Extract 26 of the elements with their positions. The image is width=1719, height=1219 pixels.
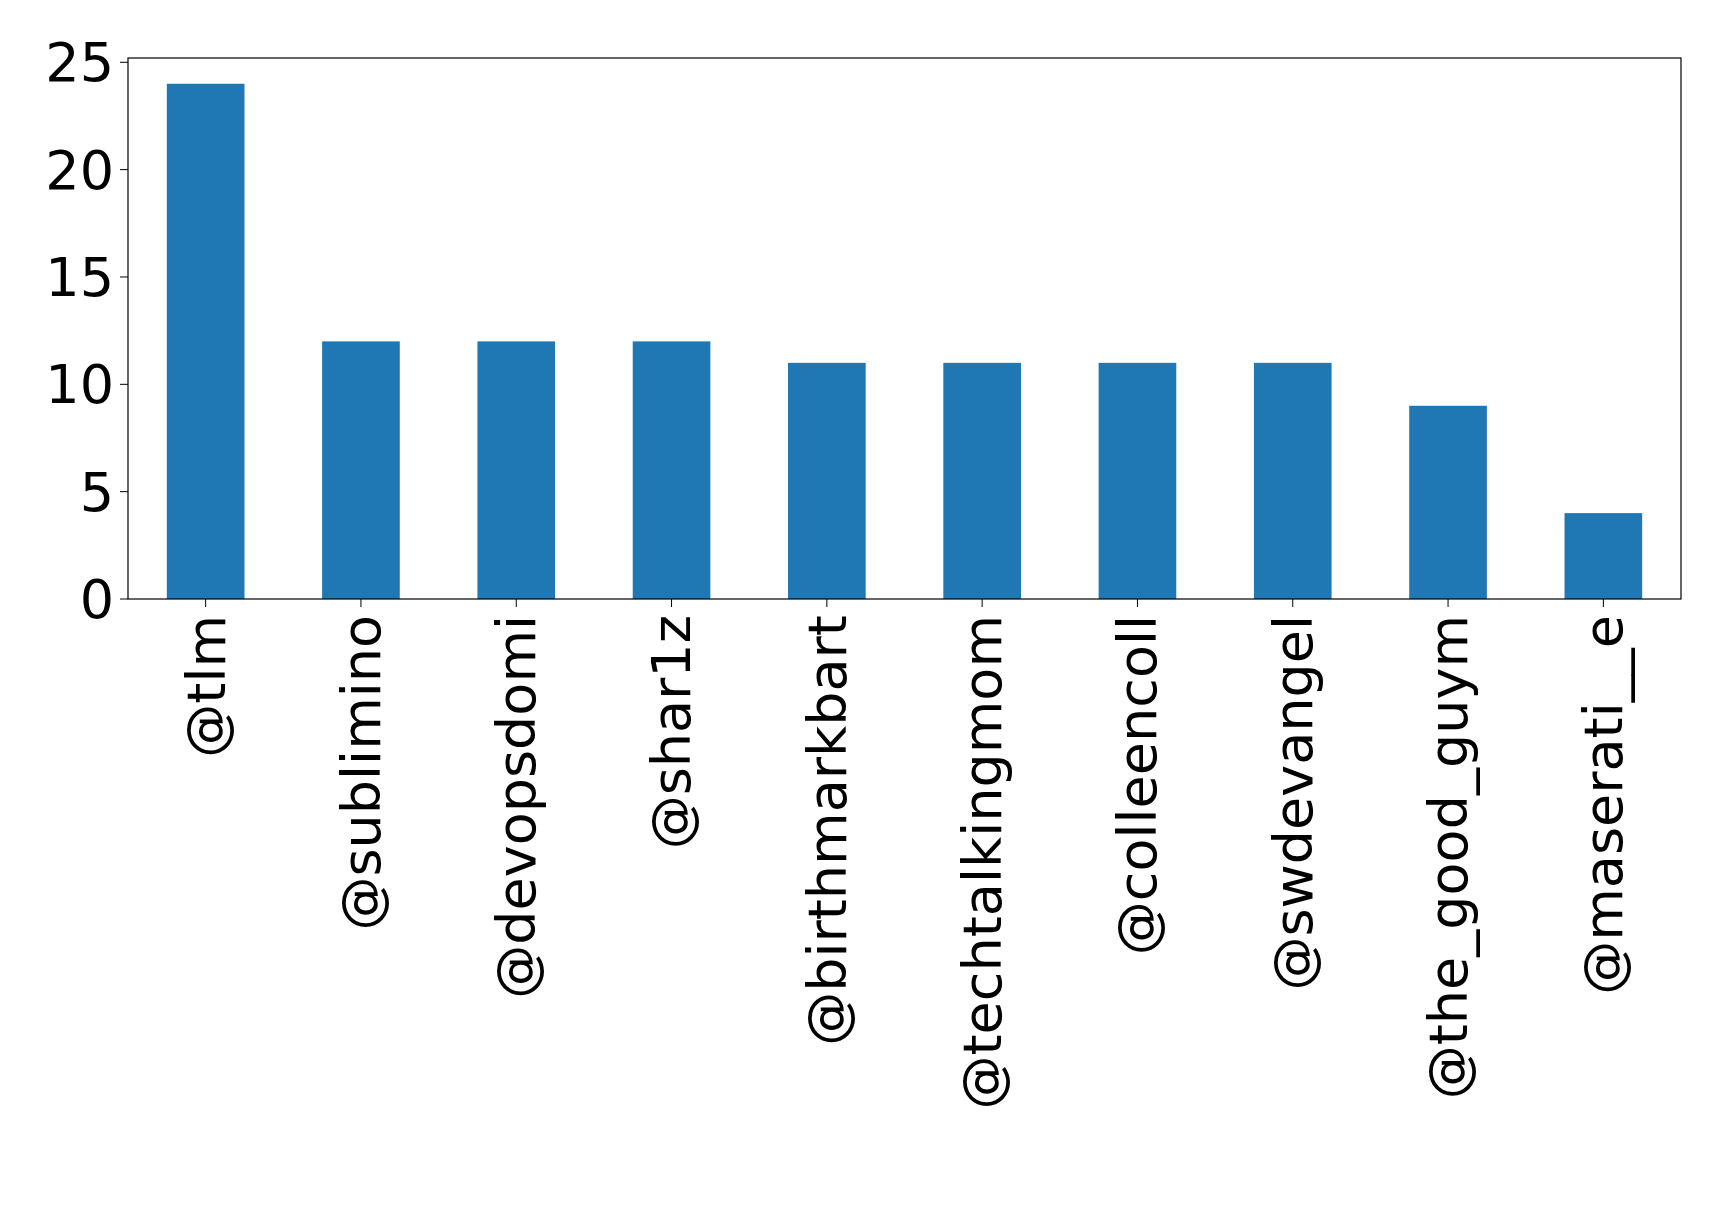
bar bbox=[1564, 513, 1643, 599]
bar bbox=[788, 362, 866, 599]
bar bbox=[1253, 362, 1332, 599]
x-tick-label: @shar1z bbox=[640, 615, 704, 850]
y-tick-label: 10 bbox=[45, 353, 114, 417]
y-tick-label: 0 bbox=[79, 567, 114, 631]
bar bbox=[477, 341, 556, 599]
x-tick-label: @devopsdomi bbox=[485, 615, 549, 999]
bar bbox=[322, 341, 400, 599]
x-tick-label: @colleencoll bbox=[1106, 615, 1170, 956]
x-tick-label: @maserati__e bbox=[1572, 615, 1636, 995]
x-tick-label: @sublimino bbox=[329, 615, 393, 931]
bar bbox=[1098, 362, 1177, 599]
bar bbox=[632, 341, 711, 599]
bar bbox=[943, 362, 1021, 599]
y-tick-label: 20 bbox=[45, 138, 114, 202]
bar bbox=[1409, 405, 1487, 599]
x-tick-label: @birthmarkbart bbox=[795, 615, 859, 1046]
x-tick-label: @the_good_guym bbox=[1416, 615, 1480, 1100]
bar bbox=[166, 83, 245, 599]
y-tick-label: 15 bbox=[45, 245, 114, 309]
x-tick-label: @swdevangel bbox=[1261, 615, 1325, 991]
y-tick-label: 25 bbox=[45, 31, 114, 95]
y-tick-label: 5 bbox=[79, 460, 114, 524]
x-tick-label: @techtalkingmom bbox=[951, 615, 1015, 1110]
x-tick-label: @tlm bbox=[174, 615, 238, 758]
